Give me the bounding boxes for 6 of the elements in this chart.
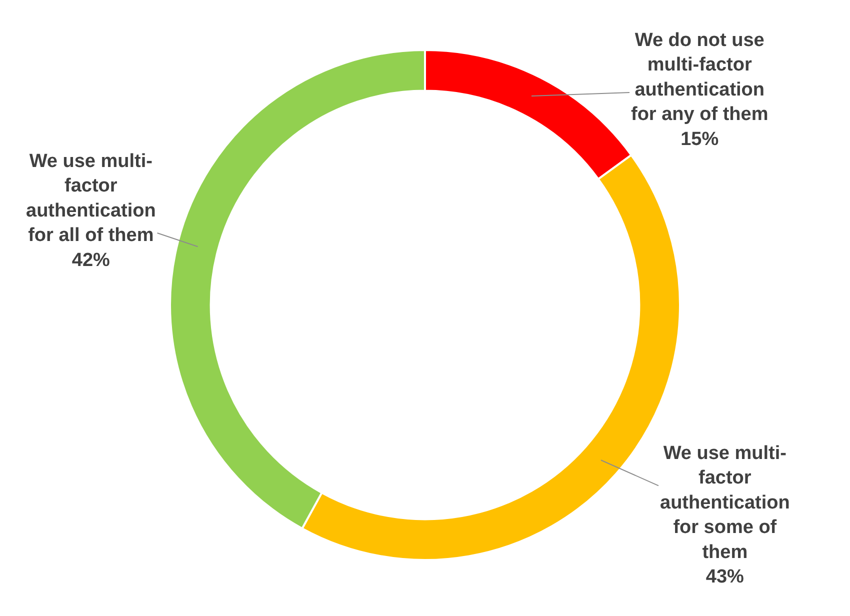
data-label: 42%	[72, 250, 110, 271]
data-label: 15%	[680, 128, 719, 150]
slice-label: We use multi-factor authentication for all of them	[26, 151, 156, 246]
slice-label: We do not use multi-factor authentication for any of them	[631, 30, 768, 126]
data-label: 43%	[706, 566, 744, 588]
slice-label: We use multi-factor authentication for some of them	[660, 443, 790, 563]
